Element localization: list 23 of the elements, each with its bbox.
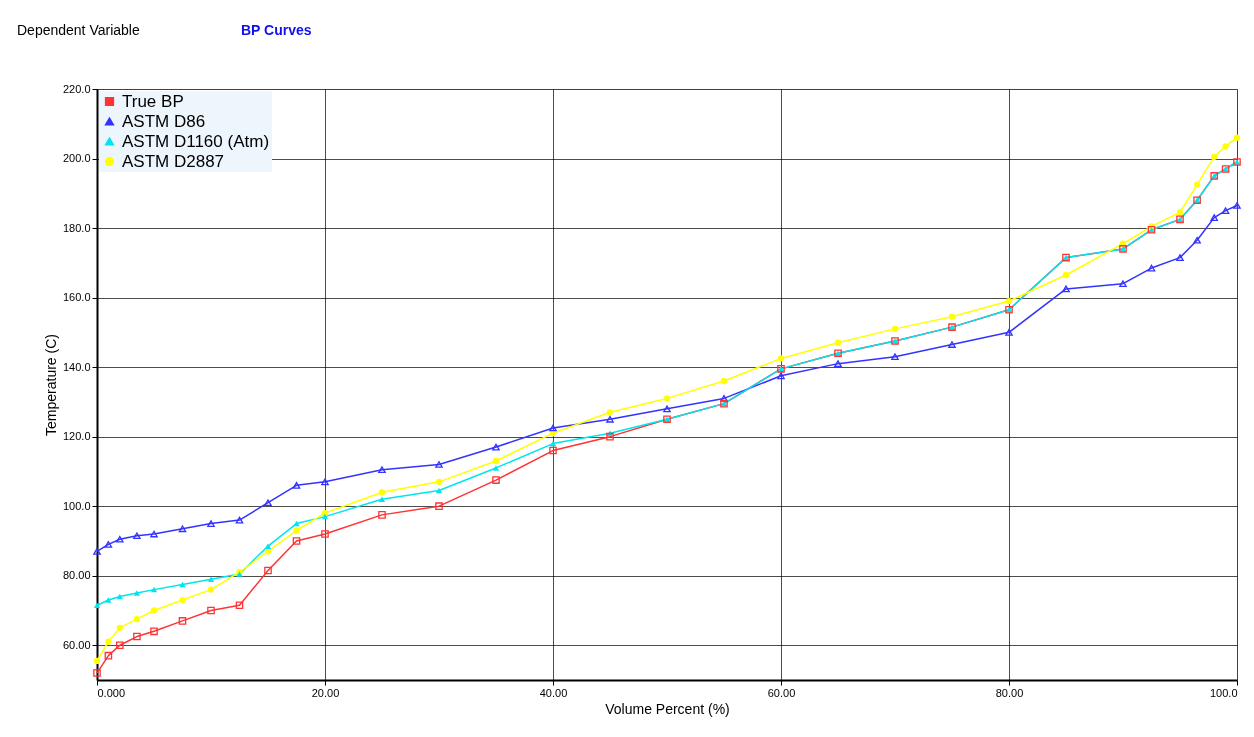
legend-label: ASTM D1160 (Atm): [122, 131, 270, 151]
y-tick-label: 220.0: [62, 82, 91, 95]
x-tick-label: 20.00: [311, 686, 340, 699]
x-tick-label: 60.00: [767, 686, 796, 699]
text: Dependent Variable: [17, 22, 140, 38]
y-tick-label: 120.0: [62, 430, 91, 443]
x-tick-label: 0.000: [97, 686, 126, 699]
legend-label: ASTM D2887: [122, 151, 225, 171]
x-tick-label: 100.0: [1209, 686, 1238, 699]
y-tick-label: 100.0: [62, 499, 91, 512]
y-tick-label: 180.0: [62, 221, 91, 234]
text: BP Curves: [241, 22, 312, 38]
legend-label: ASTM D86: [122, 111, 206, 131]
y-tick-label: 160.0: [62, 291, 91, 304]
y-tick-label: 80.00: [62, 569, 91, 582]
y-tick-label: 140.0: [62, 360, 91, 373]
x-axis-title: Volume Percent (%): [605, 700, 730, 717]
y-tick-label: 200.0: [62, 152, 91, 165]
y-axis-title: Temperature (C): [42, 334, 59, 436]
x-tick-label: 80.00: [995, 686, 1024, 699]
y-tick-label: 60.00: [62, 638, 91, 651]
legend-label: True BP: [122, 91, 184, 111]
x-tick-label: 40.00: [539, 686, 568, 699]
